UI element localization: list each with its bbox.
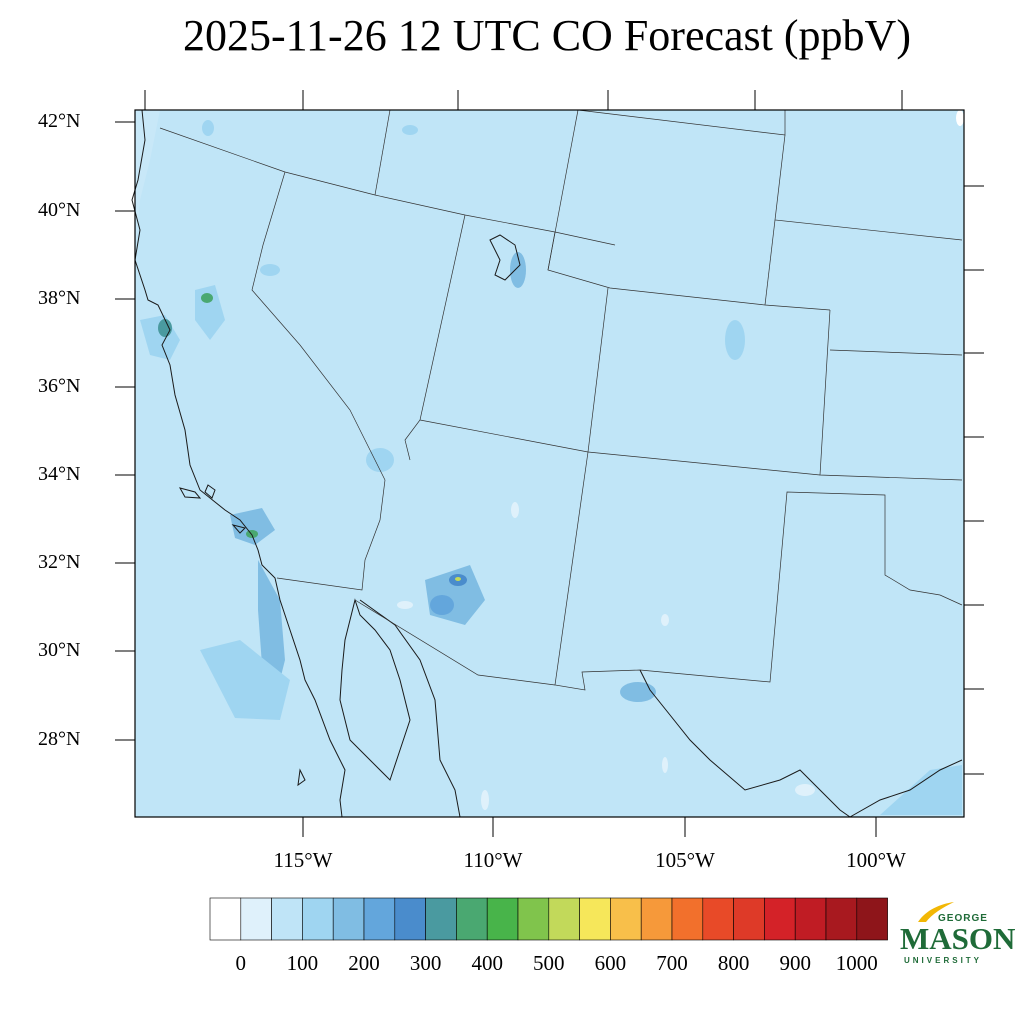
colorbar-swatch bbox=[302, 897, 334, 941]
lat-label: 36°N bbox=[38, 375, 81, 397]
lat-label: 32°N bbox=[38, 551, 81, 573]
colorbar-swatch bbox=[332, 897, 365, 941]
logo-line2: MASON bbox=[900, 921, 1016, 956]
colorbar-tick-label: 900 bbox=[779, 951, 811, 975]
colorbar-tick-label: 700 bbox=[656, 951, 688, 975]
colorbar-tick-label: 500 bbox=[533, 951, 565, 975]
lat-label: 40°N bbox=[38, 199, 81, 221]
colorbar-swatch bbox=[517, 897, 550, 941]
colorbar-swatch bbox=[764, 897, 796, 941]
map-frame bbox=[134, 109, 965, 818]
colorbar-swatch bbox=[825, 897, 858, 941]
state-borders bbox=[159, 109, 963, 691]
colorbar-swatch bbox=[671, 897, 704, 941]
colorbar-tick-label: 800 bbox=[717, 951, 750, 975]
lat-label: 34°N bbox=[38, 463, 81, 485]
colorbar bbox=[209, 897, 888, 941]
logo-line1: GEORGE bbox=[938, 913, 988, 924]
colorbar-swatch bbox=[794, 897, 827, 941]
gmu-logo: GEORGE MASON UNIVERSITY bbox=[898, 900, 1015, 970]
colorbar-swatch bbox=[425, 897, 457, 941]
lon-label: 115°W bbox=[273, 848, 333, 872]
colorbar-swatch bbox=[733, 897, 765, 941]
colorbar-swatch bbox=[579, 897, 611, 941]
colorbar-swatch bbox=[240, 897, 272, 941]
map-title: 2025-11-26 12 UTC CO Forecast (ppbV) bbox=[183, 11, 911, 60]
colorbar-swatch bbox=[456, 897, 488, 941]
ocean-patch bbox=[135, 110, 160, 260]
lat-label: 38°N bbox=[38, 287, 81, 309]
colorbar-tick-label: 100 bbox=[286, 951, 319, 975]
colorbar-swatch bbox=[486, 897, 519, 941]
logo-swoosh-icon bbox=[918, 902, 954, 922]
colorbar-tick-label: 300 bbox=[409, 951, 442, 975]
colorbar-swatch bbox=[640, 897, 673, 941]
colorbar-swatch bbox=[610, 897, 642, 941]
lat-label: 28°N bbox=[38, 728, 81, 750]
colorbar-swatch bbox=[548, 897, 580, 941]
colorbar-tick-label: 200 bbox=[348, 951, 380, 975]
colorbar-tick-label: 1000 bbox=[835, 951, 878, 975]
colorbar-swatch bbox=[271, 897, 303, 941]
colorbar-tick-label: 400 bbox=[471, 951, 503, 975]
lat-label: 42°N bbox=[38, 110, 81, 132]
co-plumes bbox=[140, 120, 962, 815]
lat-label: 30°N bbox=[38, 639, 81, 661]
lon-label: 100°W bbox=[846, 848, 906, 872]
colorbar-swatch bbox=[394, 897, 426, 941]
colorbar-swatch bbox=[702, 897, 734, 941]
lon-label: 105°W bbox=[655, 848, 715, 872]
lon-label: 110°W bbox=[463, 848, 523, 872]
colorbar-swatch bbox=[363, 897, 396, 941]
logo-line3: UNIVERSITY bbox=[904, 956, 983, 965]
low-co-patches bbox=[397, 110, 964, 810]
colorbar-tick-label: 0 bbox=[235, 951, 247, 975]
colorbar-tick-label: 600 bbox=[594, 951, 627, 975]
colorbar-swatch bbox=[209, 897, 242, 941]
axis-ticks bbox=[115, 90, 984, 837]
colorbar-swatch bbox=[856, 897, 888, 941]
